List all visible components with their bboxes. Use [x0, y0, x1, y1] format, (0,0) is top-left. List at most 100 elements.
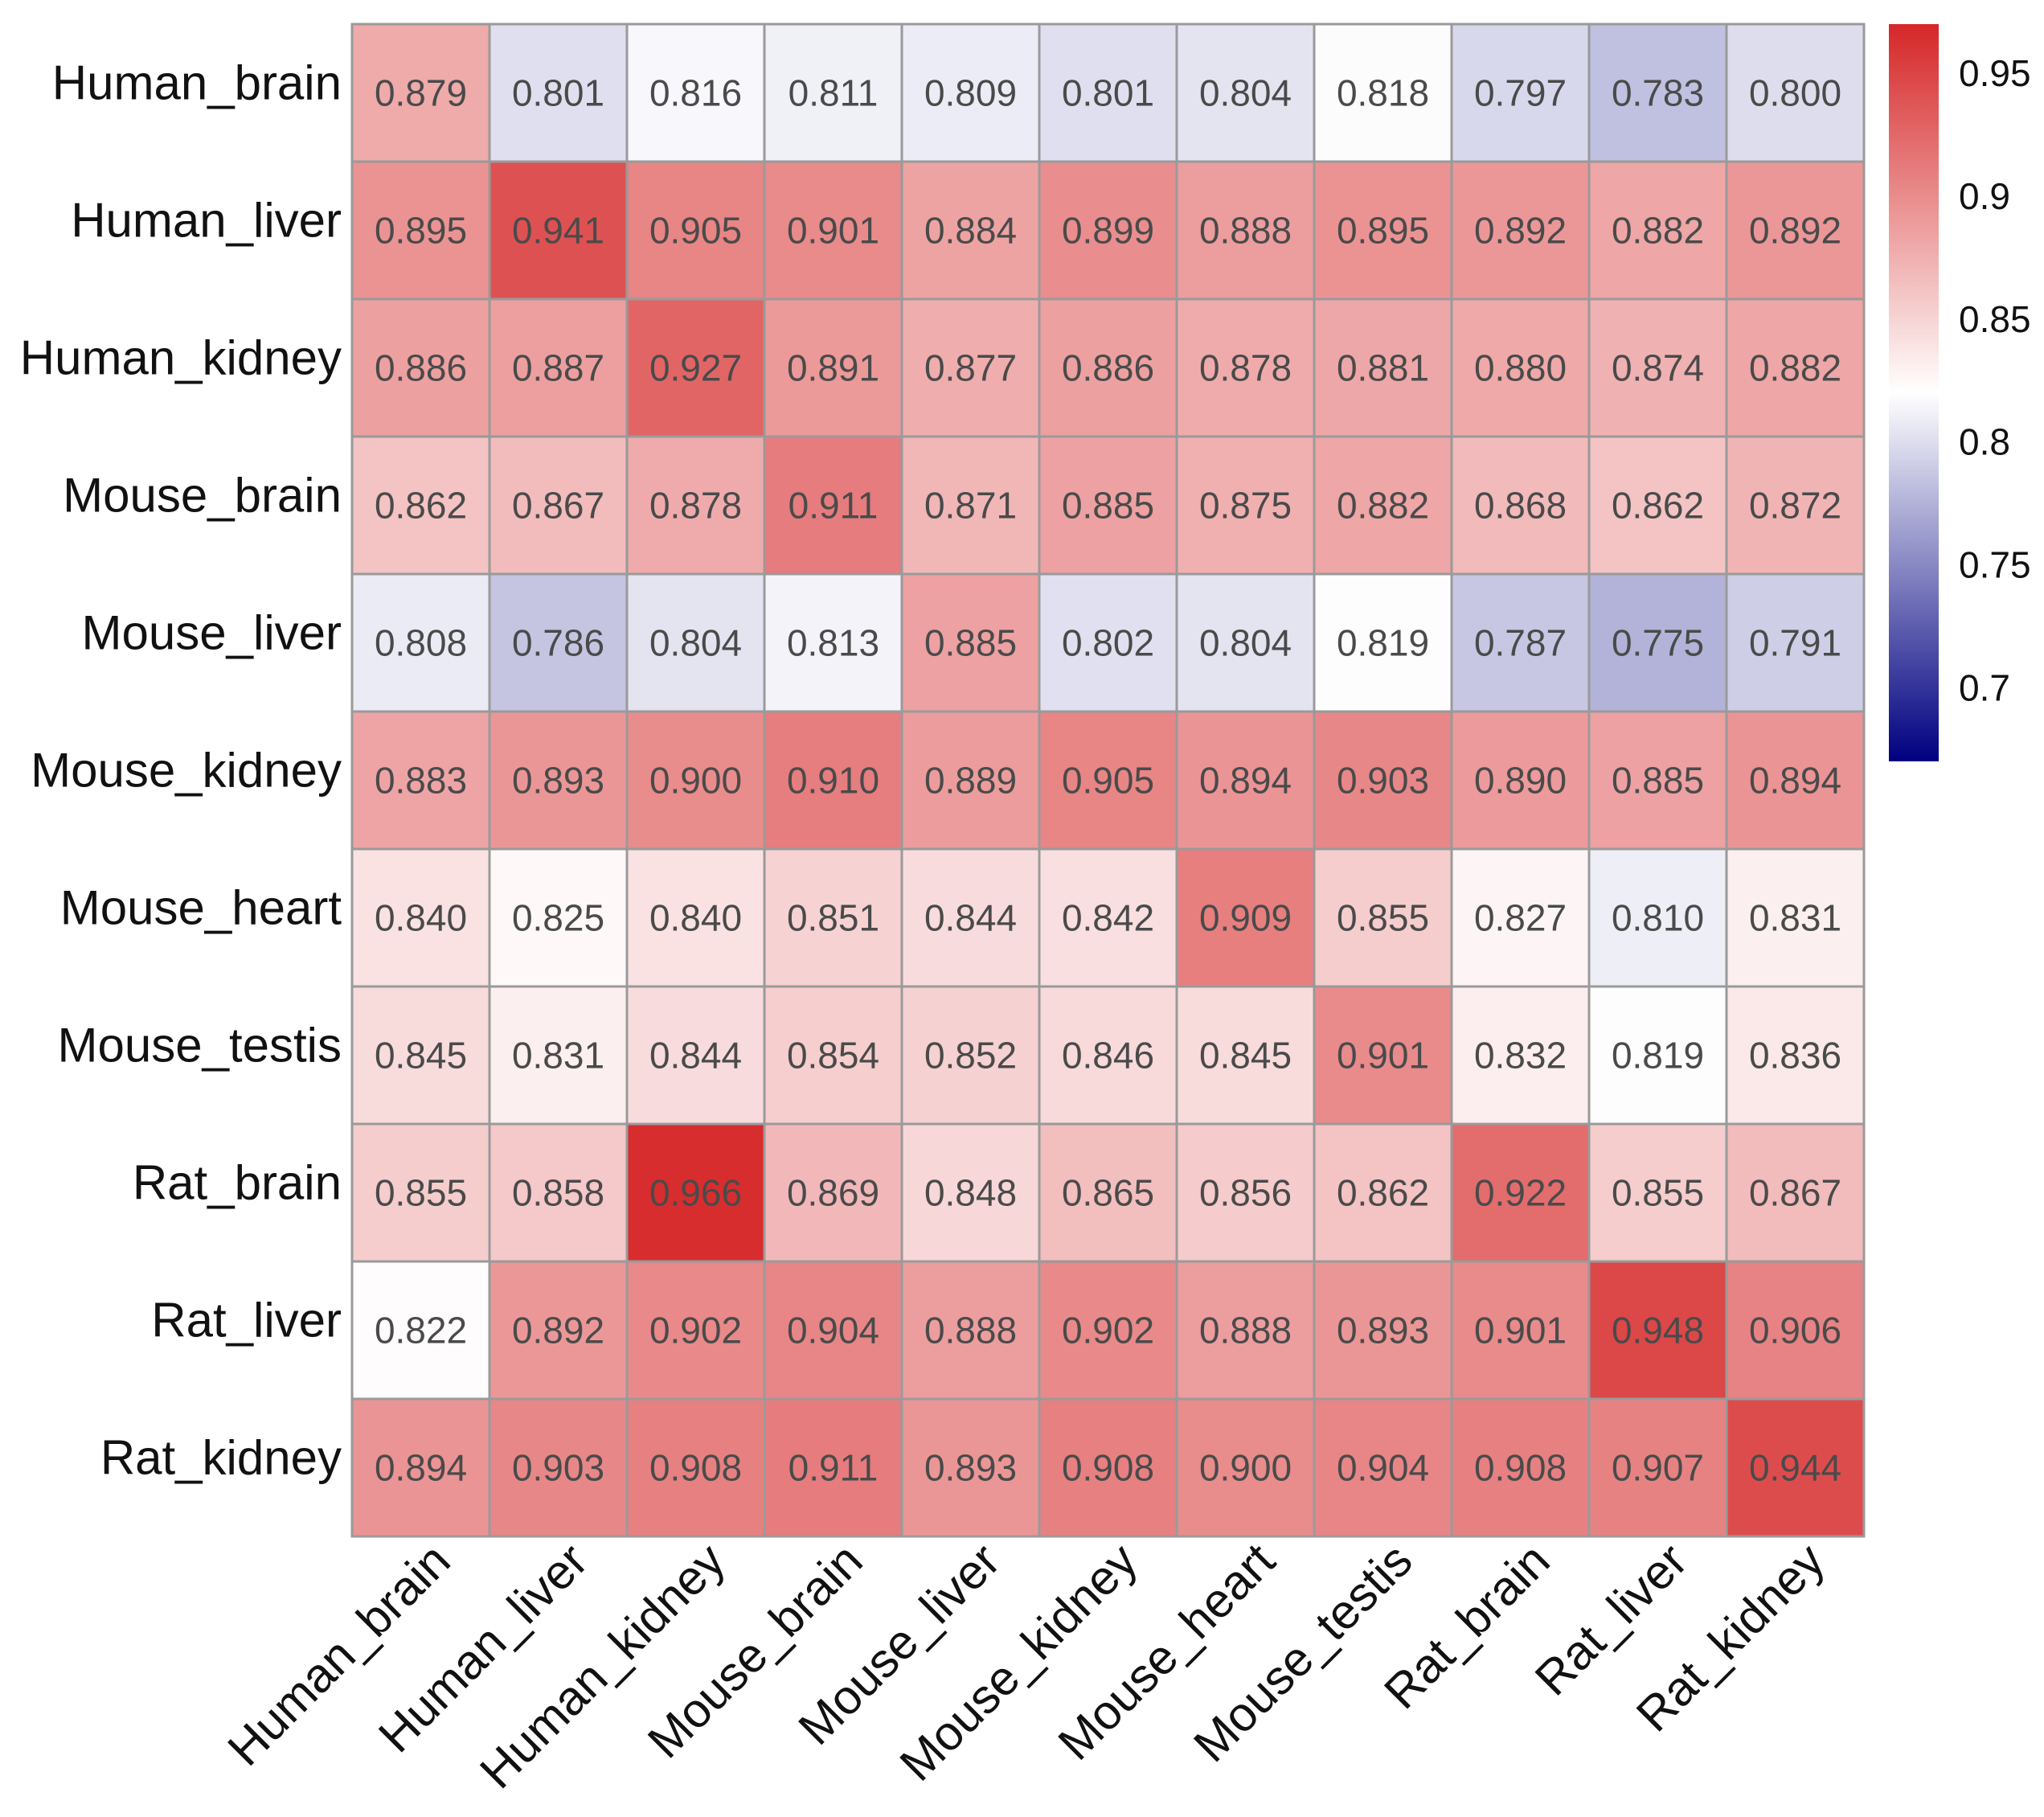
- heatmap-cell: [625, 847, 766, 988]
- heatmap-cell: [1725, 985, 1866, 1126]
- cell-value-label: 0.900: [1199, 1447, 1292, 1489]
- heatmap-cell: [625, 1260, 766, 1401]
- heatmap-cell: [350, 847, 491, 988]
- cell-value-label: 0.890: [1474, 760, 1567, 802]
- cell-value-label: 0.855: [1337, 897, 1429, 939]
- heatmap-cell: [1175, 435, 1316, 576]
- cell-value-label: 0.886: [1062, 347, 1154, 389]
- heatmap-cell: [900, 297, 1041, 438]
- cell-value-label: 0.908: [1474, 1447, 1567, 1489]
- cell-value-label: 0.882: [1612, 210, 1704, 252]
- heatmap-cell: [350, 297, 491, 438]
- cell-value-label: 0.844: [924, 897, 1017, 939]
- row-label: Human_kidney: [20, 331, 342, 385]
- cell-value-labels: 0.879 0.801 0.816 0.811 0.809 0.801 0.804 0.818…: [375, 72, 1841, 1489]
- heatmap-cell: [1038, 160, 1178, 301]
- colorbar-tick-label: 0.8: [1959, 421, 2010, 463]
- cell-value-label: 0.879: [375, 72, 467, 114]
- heatmap-cell: [625, 572, 766, 713]
- heatmap-cell: [900, 1397, 1041, 1538]
- cell-value-label: 0.852: [924, 1035, 1017, 1077]
- cell-value-label: 0.885: [924, 622, 1017, 664]
- heatmap-cell: [763, 435, 903, 576]
- heatmap-cell: [1175, 1122, 1316, 1263]
- heatmap-cell: [625, 1122, 766, 1263]
- cell-value-label: 0.868: [1474, 485, 1567, 527]
- cell-value-label: 0.891: [787, 347, 879, 389]
- cell-value-label: 0.889: [924, 760, 1017, 802]
- cell-value-label: 0.855: [375, 1172, 467, 1214]
- cell-value-label: 0.813: [787, 622, 879, 664]
- cell-value-label: 0.854: [787, 1035, 879, 1077]
- cell-value-label: 0.883: [375, 760, 467, 802]
- cell-value-label: 0.905: [1062, 760, 1154, 802]
- cell-value-label: 0.888: [924, 1310, 1017, 1351]
- cell-value-label: 0.877: [924, 347, 1017, 389]
- cell-value-label: 0.819: [1337, 622, 1429, 664]
- colorbar-gradient: [1889, 24, 1939, 761]
- cell-value-label: 0.941: [512, 210, 604, 252]
- heatmap-cell: [488, 572, 629, 713]
- cell-value-label: 0.840: [649, 897, 742, 939]
- cell-value-label: 0.894: [375, 1447, 467, 1489]
- heatmap-cell: [763, 710, 903, 851]
- cell-value-label: 0.797: [1474, 72, 1567, 114]
- cell-value-label: 0.892: [1749, 210, 1841, 252]
- heatmap-cell: [1038, 435, 1178, 576]
- row-labels: Human_brain Human_liver Human_kidney Mouse_…: [20, 56, 342, 1485]
- heatmap-cell: [1038, 572, 1178, 713]
- heatmap-cell: [1725, 572, 1866, 713]
- cell-value-label: 0.878: [649, 485, 742, 527]
- heatmap-cell: [1587, 985, 1728, 1126]
- cell-value-label: 0.911: [789, 1447, 879, 1489]
- heatmap-cell: [1038, 710, 1178, 851]
- heatmap-cell: [763, 572, 903, 713]
- cell-value-label: 0.893: [924, 1447, 1017, 1489]
- cell-value-label: 0.862: [375, 485, 467, 527]
- cell-value-label: 0.832: [1474, 1035, 1567, 1077]
- column-labels: Human_brainHuman_liverHuman_kidneyMouse_…: [218, 1533, 1835, 1799]
- heatmap-cell: [1450, 847, 1591, 988]
- heatmap-cell: [1038, 23, 1178, 163]
- heatmap-cell: [1587, 1397, 1728, 1538]
- cell-value-label: 0.865: [1062, 1172, 1154, 1214]
- cell-value-label: 0.910: [787, 760, 879, 802]
- colorbar: 0.95 0.9 0.85 0.8 0.75 0.7: [1889, 24, 2031, 761]
- cell-value-label: 0.842: [1062, 897, 1154, 939]
- heatmap-cell: [488, 847, 629, 988]
- cell-value-label: 0.802: [1062, 622, 1154, 664]
- cell-value-label: 0.886: [375, 347, 467, 389]
- heatmap-cells: [350, 23, 1866, 1538]
- cell-value-label: 0.836: [1749, 1035, 1841, 1077]
- cell-value-label: 0.775: [1612, 622, 1704, 664]
- heatmap-cell: [350, 710, 491, 851]
- cell-value-label: 0.844: [649, 1035, 742, 1077]
- cell-value-label: 0.900: [649, 760, 742, 802]
- heatmap-cell: [1725, 1122, 1866, 1263]
- cell-value-label: 0.872: [1749, 485, 1841, 527]
- cell-value-label: 0.927: [649, 347, 742, 389]
- heatmap-cell: [350, 1260, 491, 1401]
- cell-value-label: 0.801: [1062, 72, 1154, 114]
- cell-value-label: 0.888: [1199, 1310, 1292, 1351]
- heatmap-cell: [900, 985, 1041, 1126]
- cell-value-label: 0.909: [1199, 897, 1292, 939]
- heatmap-cell: [1313, 1260, 1453, 1401]
- cell-value-label: 0.903: [1337, 760, 1429, 802]
- cell-value-label: 0.840: [375, 897, 467, 939]
- colorbar-tick-label: 0.85: [1959, 298, 2031, 340]
- cell-value-label: 0.922: [1474, 1172, 1567, 1214]
- heatmap-cell: [1038, 1122, 1178, 1263]
- heatmap-cell: [1450, 1122, 1591, 1263]
- heatmap-cell: [1313, 160, 1453, 301]
- heatmap-cell: [1175, 985, 1316, 1126]
- heatmap-cell: [625, 435, 766, 576]
- heatmap-cell: [625, 297, 766, 438]
- row-label: Mouse_heart: [60, 881, 342, 935]
- column-label: Human_kidney: [469, 1533, 735, 1799]
- heatmap-cell: [1450, 1260, 1591, 1401]
- heatmap-cell: [1725, 847, 1866, 988]
- cell-value-label: 0.905: [649, 210, 742, 252]
- heatmap-cell: [1587, 847, 1728, 988]
